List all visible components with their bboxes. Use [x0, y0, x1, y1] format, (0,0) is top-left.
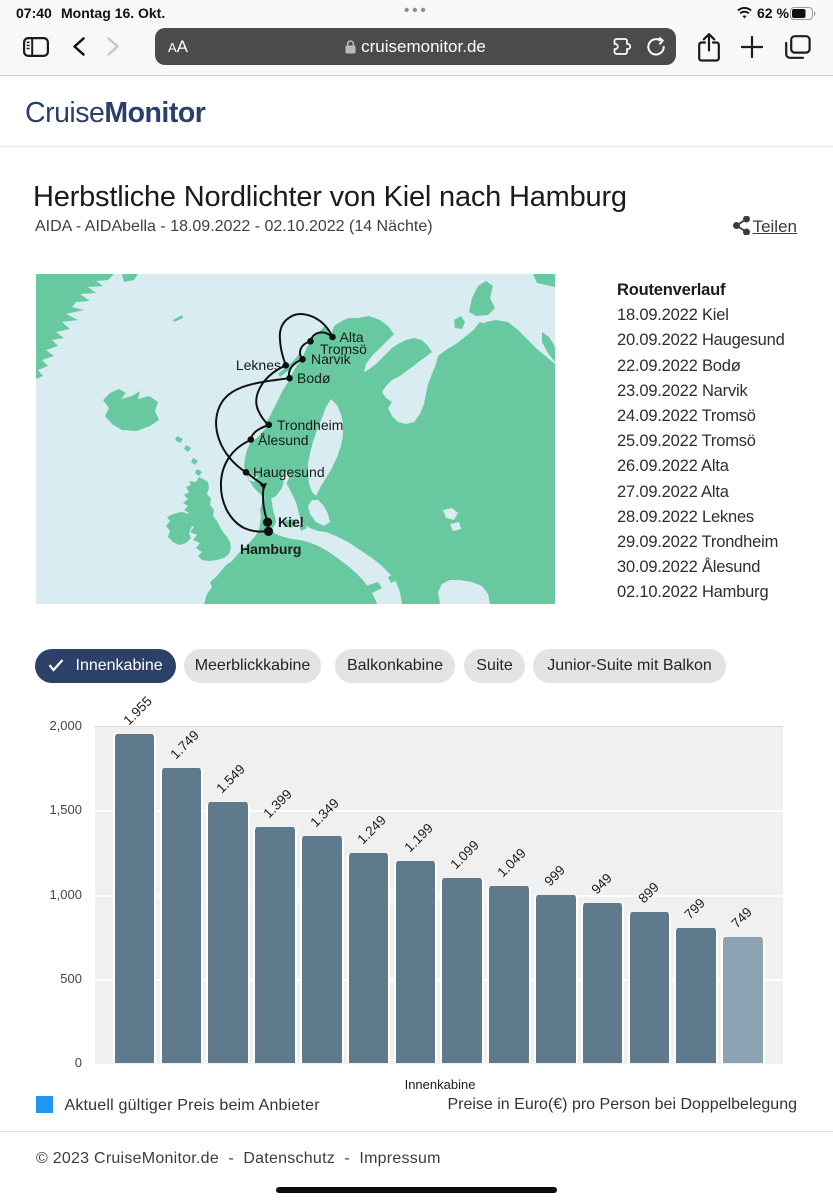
svg-text:Kiel: Kiel [278, 514, 304, 530]
svg-text:Haugesund: Haugesund [253, 464, 325, 480]
svg-text:Leknes: Leknes [236, 357, 281, 373]
svg-text:Bodø: Bodø [297, 370, 331, 386]
svg-text:Trondheim: Trondheim [277, 417, 343, 433]
svg-text:Ålesund: Ålesund [258, 432, 309, 448]
svg-text:Narvik: Narvik [311, 351, 352, 367]
svg-text:Tromsö: Tromsö [320, 341, 367, 357]
svg-text:Alta: Alta [340, 329, 364, 345]
svg-text:Hamburg: Hamburg [240, 541, 301, 557]
